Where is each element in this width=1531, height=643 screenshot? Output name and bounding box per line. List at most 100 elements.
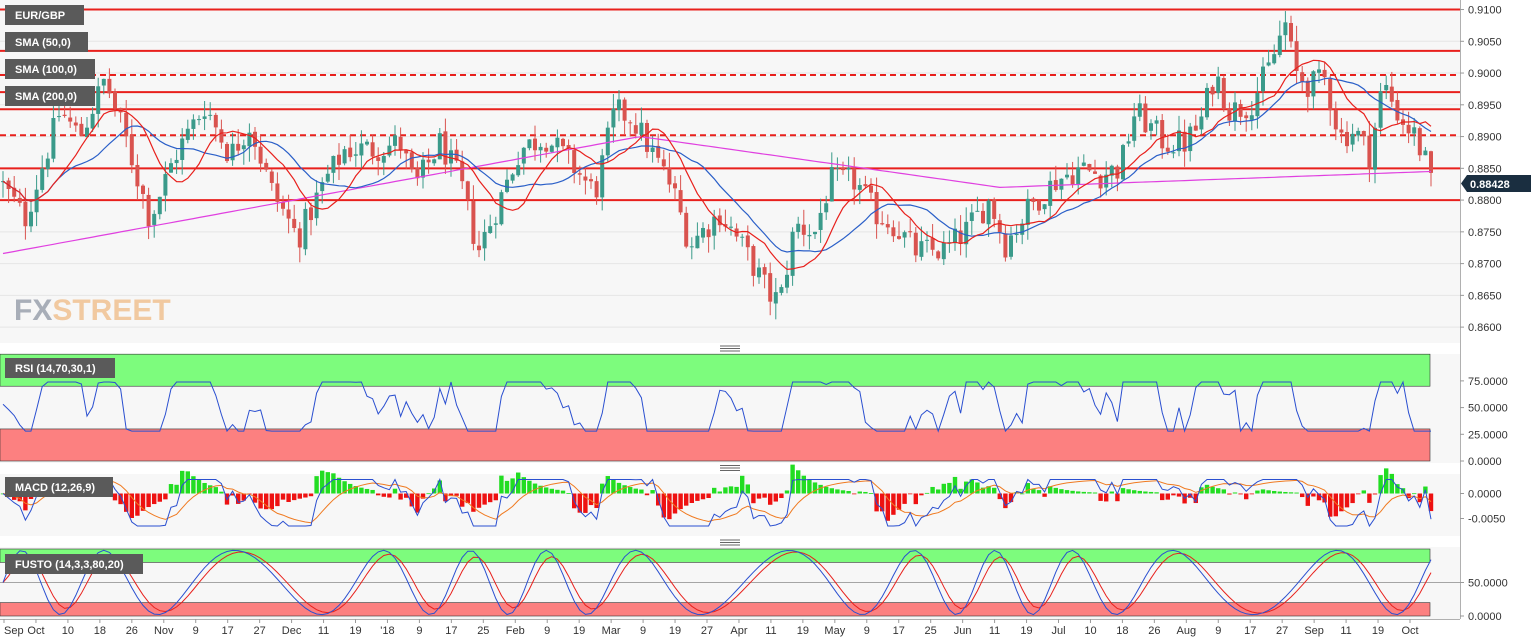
- macd-histogram-bar: [1176, 493, 1182, 497]
- sma200-tag[interactable]: SMA (200,0): [5, 86, 95, 106]
- macd-histogram-bar: [1204, 484, 1210, 494]
- price-tick-label: 0.8700: [1468, 259, 1502, 271]
- macd-histogram-bar: [314, 476, 319, 494]
- macd-histogram-bar: [516, 472, 521, 494]
- macd-histogram-bar: [1316, 493, 1322, 501]
- candle-body: [1154, 120, 1159, 124]
- macd-histogram-bar: [297, 493, 302, 499]
- candle-body: [253, 131, 257, 147]
- macd-histogram-bar: [1400, 488, 1406, 494]
- date-tick-label: 25: [477, 625, 489, 637]
- macd-histogram-bar: [140, 493, 146, 511]
- macd-histogram-bar: [728, 486, 734, 494]
- pane-resize-handle[interactable]: [720, 345, 740, 352]
- macd-histogram-bar: [1087, 492, 1092, 494]
- pane-resize-handle[interactable]: [720, 465, 740, 471]
- symbol-tag[interactable]: EUR/GBP: [5, 5, 84, 25]
- candle-body: [1115, 166, 1120, 179]
- candle-body: [1031, 198, 1036, 202]
- macd-histogram-bar: [1378, 475, 1383, 494]
- macd-tag[interactable]: MACD (12,26,9): [5, 477, 113, 497]
- macd-histogram-bar: [1042, 493, 1047, 497]
- date-tick-label: 19: [349, 625, 361, 637]
- macd-histogram-bar: [600, 483, 605, 494]
- macd-histogram-bar: [1188, 493, 1193, 498]
- macd-label: MACD (12,26,9): [15, 482, 95, 494]
- candle-body: [465, 181, 470, 200]
- date-tick-label: 25: [925, 625, 937, 637]
- macd-histogram-bar: [124, 493, 129, 512]
- macd-histogram-bar: [863, 491, 868, 494]
- candle-body: [930, 238, 935, 250]
- macd-histogram-bar: [1227, 493, 1232, 495]
- sma100-label: SMA (100,0): [15, 64, 77, 76]
- macd-histogram-bar: [1165, 493, 1170, 500]
- macd-histogram-bar: [1300, 493, 1305, 498]
- macd-histogram-bar: [1238, 493, 1243, 495]
- last-price-tag: 0.88428: [1461, 175, 1531, 192]
- macd-histogram-bar: [790, 464, 795, 494]
- macd-histogram-bar: [723, 487, 728, 494]
- date-tick-label: May: [824, 625, 845, 637]
- macd-histogram-bar: [1148, 491, 1154, 494]
- macd-histogram-bar: [1064, 490, 1070, 494]
- candle-body: [773, 292, 778, 304]
- candle-body: [45, 158, 50, 170]
- price-tick-label: 0.8800: [1468, 195, 1502, 207]
- macd-histogram-bar: [885, 493, 890, 521]
- sma50-tag[interactable]: SMA (50,0): [5, 32, 88, 52]
- candle-body: [538, 146, 543, 151]
- candle-body: [275, 183, 280, 202]
- candle-body: [1266, 62, 1271, 66]
- candle-body: [376, 157, 381, 161]
- candle-body: [73, 122, 78, 126]
- rsi-tick-label: 75.0000: [1468, 376, 1508, 388]
- candle-body: [152, 213, 157, 225]
- candle-body: [365, 141, 369, 145]
- date-tick-label: 10: [62, 625, 74, 637]
- candle-body: [1076, 167, 1081, 185]
- candle-body: [1121, 145, 1125, 180]
- candle-body: [908, 231, 913, 233]
- macd-histogram-bar: [846, 491, 851, 494]
- rsi-tag[interactable]: RSI (14,70,30,1): [5, 358, 115, 378]
- candle-body: [493, 223, 498, 225]
- date-tick-label: 9: [416, 625, 422, 637]
- macd-histogram-bar: [633, 488, 638, 494]
- macd-histogram-bar: [325, 472, 330, 494]
- macd-histogram-bar: [880, 493, 885, 512]
- candle-body: [1361, 131, 1366, 136]
- candle-body: [1261, 66, 1265, 92]
- macd-histogram-bar: [275, 493, 280, 507]
- macd-histogram-bar: [331, 473, 336, 494]
- candle-body: [85, 127, 89, 138]
- candle-body: [510, 174, 515, 181]
- candle-body: [1311, 71, 1316, 97]
- candle-body: [135, 164, 140, 187]
- candle-body: [673, 183, 677, 189]
- candle-body: [611, 108, 616, 128]
- candle-body: [353, 154, 358, 156]
- macd-histogram-bar: [230, 493, 235, 496]
- date-tick-label: Oct: [27, 625, 44, 637]
- fusto-tag[interactable]: FUSTO (14,3,3,80,20): [5, 554, 143, 574]
- candle-body: [617, 99, 621, 110]
- macd-histogram-bar: [1266, 490, 1271, 494]
- macd-histogram-bar: [286, 493, 291, 502]
- macd-histogram-bar: [560, 490, 566, 494]
- macd-histogram-bar: [611, 479, 616, 494]
- date-tick-label: 11: [989, 625, 1000, 637]
- macd-histogram-bar: [902, 493, 907, 504]
- candle-body: [829, 167, 834, 202]
- fusto-overbought-band: [0, 548, 1431, 563]
- candle-body: [1171, 152, 1176, 154]
- price-tick-label: 0.8950: [1468, 100, 1502, 112]
- candle-body: [191, 119, 196, 129]
- macd-histogram-bar: [717, 491, 722, 494]
- macd-histogram-bar: [1154, 492, 1159, 494]
- candle-body: [1059, 178, 1064, 190]
- macd-histogram-bar: [532, 483, 538, 494]
- macd-histogram-bar: [135, 493, 140, 516]
- sma100-tag[interactable]: SMA (100,0): [5, 59, 95, 79]
- pane-resize-handle[interactable]: [720, 539, 740, 546]
